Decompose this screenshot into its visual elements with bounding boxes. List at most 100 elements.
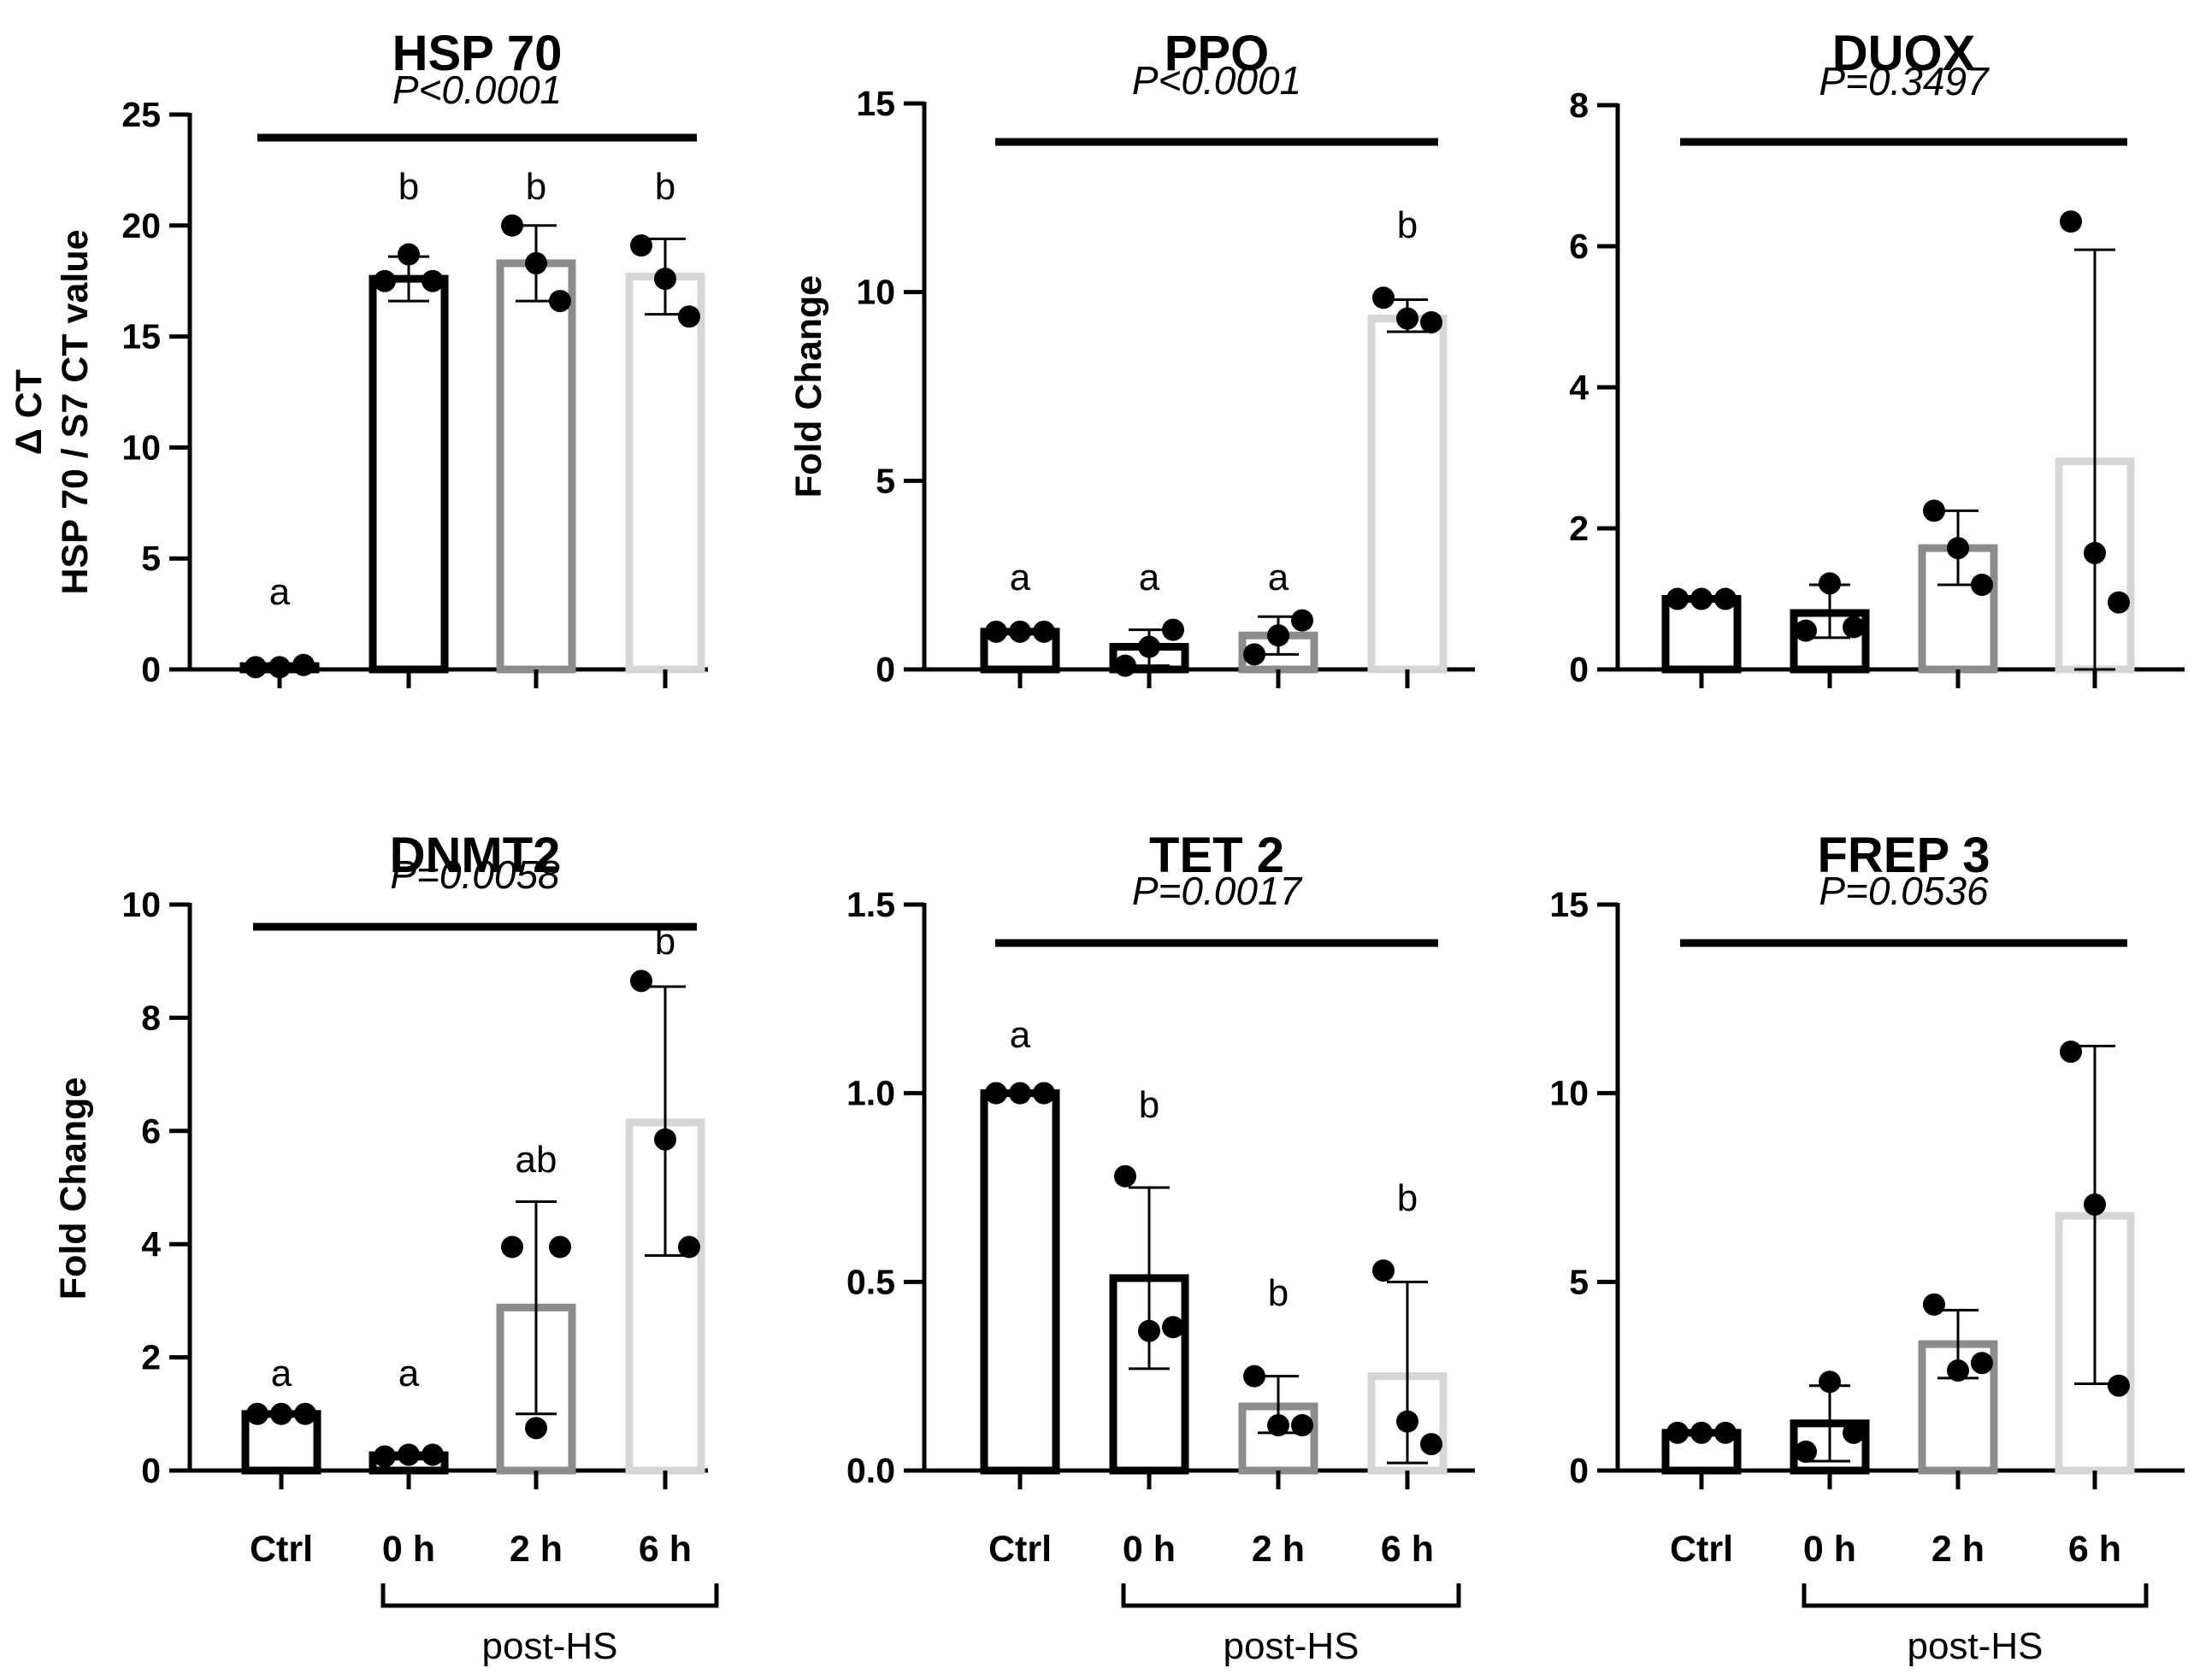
data-point: [1714, 1421, 1737, 1444]
data-point: [1162, 1316, 1184, 1339]
bracket-label: post-HS: [482, 1625, 618, 1667]
data-point: [1420, 310, 1442, 333]
data-point: [1009, 1082, 1031, 1105]
data-point: [1162, 618, 1184, 641]
panel-title: DNMT2: [390, 828, 561, 883]
data-point: [1009, 620, 1031, 643]
bracket-label: post-HS: [1224, 1625, 1359, 1667]
y-tick-label: 10: [121, 885, 161, 924]
significance-letter: a: [1268, 557, 1289, 598]
y-axis-label: Fold Change: [53, 1077, 94, 1300]
data-point: [1420, 1433, 1442, 1456]
data-point: [1372, 1259, 1395, 1282]
panel-title: DUOX: [1832, 26, 1976, 81]
x-tick-label: 0 h: [1123, 1529, 1176, 1570]
panel-title: PPO: [1165, 26, 1270, 81]
data-point: [1396, 1410, 1418, 1433]
y-tick-label: 15: [121, 317, 161, 357]
data-point: [1795, 619, 1817, 642]
y-tick-label: 0: [141, 650, 161, 689]
significance-letter: b: [398, 166, 419, 208]
y-tick-label: 0.0: [846, 1451, 895, 1490]
data-point: [1114, 1164, 1136, 1188]
data-point: [1114, 654, 1136, 677]
data-point: [1843, 616, 1865, 639]
p-value-label: P<0.0001: [392, 68, 562, 112]
y-tick-label: 20: [121, 206, 161, 245]
post-hs-bracket: [1802, 1583, 2149, 1608]
x-tick-label: Ctrl: [1670, 1529, 1733, 1570]
bar-ctrl: [980, 1089, 1060, 1475]
y-axis-label: Δ CT: [9, 369, 50, 455]
data-point: [1714, 587, 1737, 610]
significance-letter: a: [1010, 557, 1031, 598]
data-point: [501, 214, 523, 237]
data-point: [422, 1443, 444, 1466]
y-tick-label: 8: [1569, 85, 1589, 125]
data-point: [1843, 1421, 1865, 1444]
data-point: [1138, 1319, 1160, 1342]
y-tick-label: 5: [1569, 1262, 1589, 1301]
x-tick-label: 0 h: [382, 1529, 435, 1570]
y-tick-label: 10: [121, 427, 161, 467]
data-point: [525, 1417, 547, 1440]
data-point: [1033, 620, 1055, 643]
data-point: [1690, 1421, 1713, 1444]
panel-title: FREP 3: [1817, 828, 1990, 883]
data-point: [1690, 587, 1713, 610]
bar-6-h: [625, 273, 705, 674]
data-point: [1819, 572, 1841, 595]
significance-letter: b: [1397, 1177, 1418, 1219]
data-point: [398, 1443, 420, 1466]
data-point: [1138, 635, 1160, 658]
x-tick-label: 6 h: [639, 1529, 692, 1570]
data-point: [374, 269, 396, 292]
panel-5: FREP 3P=0.0536 0 5 10 15 Ctrl 0 h 2 h 6 h post-HS: [1549, 828, 2185, 1667]
x-tick-label: Ctrl: [250, 1529, 313, 1570]
y-axis-label: HSP 70 / S7 CT value: [55, 229, 96, 594]
data-point: [1396, 307, 1418, 330]
data-point: [1666, 587, 1689, 610]
bracket-label: post-HS: [1908, 1625, 2044, 1667]
data-point: [1243, 643, 1265, 666]
y-tick-label: 0: [1569, 1451, 1589, 1490]
x-tick-label: 2 h: [1931, 1529, 1985, 1570]
data-point: [270, 1402, 292, 1425]
data-point: [374, 1445, 396, 1468]
data-point: [268, 656, 291, 679]
data-point: [2060, 210, 2082, 233]
data-point: [1923, 1293, 1945, 1316]
data-point: [1971, 1352, 1993, 1375]
panel-title: HSP 70: [392, 26, 563, 81]
post-hs-bracket: [380, 1583, 719, 1608]
y-tick-label: 0: [141, 1451, 161, 1490]
y-tick-label: 1.5: [846, 885, 895, 924]
data-point: [422, 269, 444, 292]
data-point: [678, 1235, 700, 1259]
y-tick-label: 2: [1569, 509, 1589, 548]
data-point: [2108, 591, 2130, 614]
data-point: [294, 1402, 316, 1425]
significance-letter: b: [1139, 1084, 1159, 1126]
significance-letter: a: [398, 1353, 420, 1394]
data-point: [2084, 1193, 2106, 1216]
data-point: [398, 243, 420, 266]
data-point: [1267, 1414, 1289, 1437]
data-point: [292, 653, 315, 676]
y-tick-label: 4: [141, 1224, 161, 1264]
data-point: [1666, 1421, 1689, 1444]
post-hs-bracket: [1121, 1583, 1461, 1608]
x-tick-label: 2 h: [1252, 1529, 1305, 1570]
data-point: [985, 620, 1007, 643]
data-point: [1819, 1371, 1841, 1394]
data-point: [1267, 624, 1289, 647]
data-point: [654, 1128, 676, 1151]
data-point: [630, 970, 652, 993]
data-point: [1923, 499, 1945, 522]
data-point: [678, 305, 700, 328]
x-tick-label: 6 h: [2068, 1529, 2121, 1570]
y-tick-label: 10: [856, 273, 895, 312]
